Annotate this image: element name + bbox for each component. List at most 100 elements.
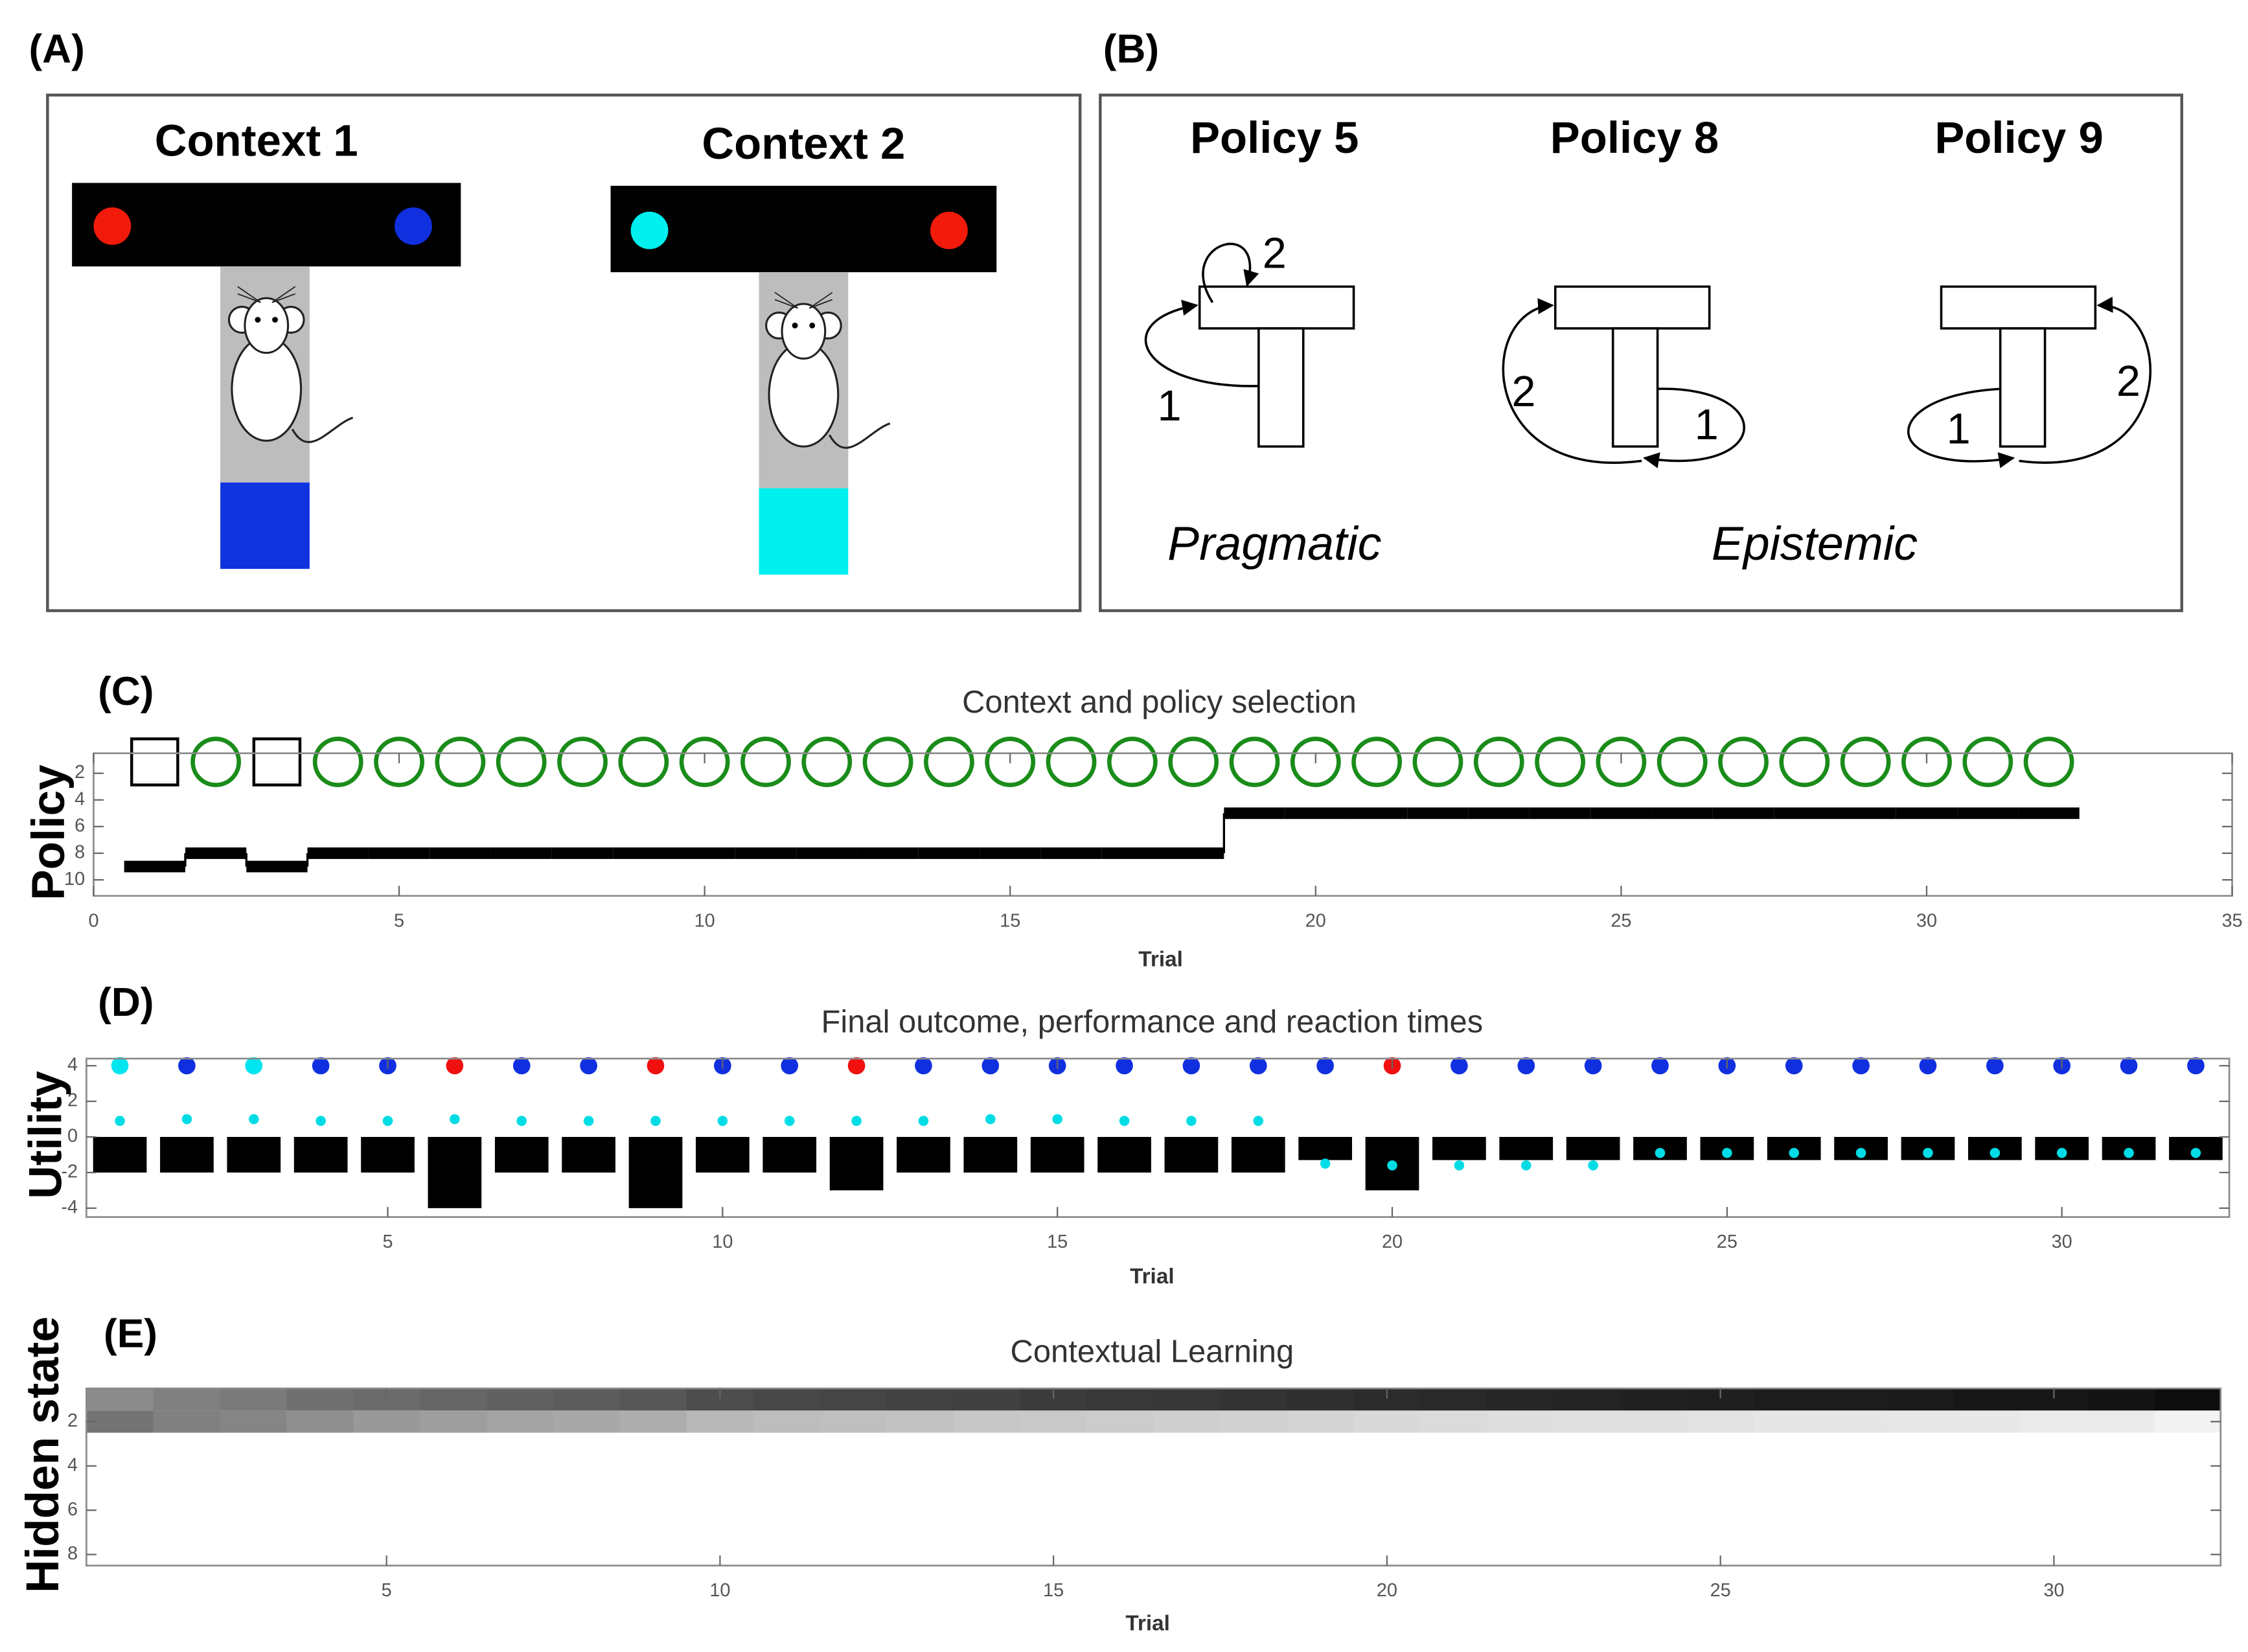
performance-dot <box>1253 1116 1264 1126</box>
context-marker <box>130 737 179 786</box>
transition-arrow <box>1202 242 1259 303</box>
transition-arrow <box>1643 387 1745 468</box>
t-maze <box>1554 285 1711 330</box>
policy-bar <box>1407 807 1469 820</box>
outcome-dot <box>1584 1057 1602 1075</box>
context-marker <box>924 737 974 787</box>
heat-cell <box>1020 1410 1088 1433</box>
transition-arrow <box>1502 298 1642 464</box>
panel-label: (D) <box>98 980 154 1025</box>
y-axis-label: Hidden state <box>17 1316 69 1593</box>
outcome-dot <box>1919 1057 1937 1075</box>
heat-cell <box>619 1388 688 1411</box>
heat-cell <box>2087 1410 2155 1433</box>
heat-cell <box>86 1410 154 1433</box>
policy-bar <box>918 847 980 859</box>
context-marker <box>1290 737 1341 787</box>
outcome-dot <box>111 1057 129 1075</box>
outcome-dot <box>1986 1057 2004 1075</box>
heat-cell <box>1953 1410 2022 1433</box>
context-marker <box>435 737 486 787</box>
y-tick-label: 0 <box>67 1126 78 1147</box>
policy-bar <box>1712 807 1774 820</box>
performance-dot <box>1655 1147 1666 1158</box>
step-label: 1 <box>1157 382 1181 430</box>
utility-bar <box>1097 1136 1151 1173</box>
heat-cell <box>1153 1388 1221 1411</box>
heat-cell <box>1220 1410 1288 1433</box>
performance-dot <box>315 1116 326 1126</box>
mouse-eye <box>255 317 261 323</box>
performance-dot <box>2124 1147 2134 1158</box>
heat-cell <box>1153 1410 1221 1433</box>
heat-cell <box>1287 1388 1355 1411</box>
heat-cell <box>1887 1410 1955 1433</box>
utility-bar <box>897 1136 950 1173</box>
y-tick-label: 4 <box>67 1055 78 1075</box>
y-tick-label: -4 <box>61 1197 78 1217</box>
utility-bar <box>829 1136 884 1191</box>
mouse-whisker <box>271 286 296 303</box>
heat-cell <box>953 1388 1021 1411</box>
context-marker <box>190 737 242 787</box>
context-marker <box>252 737 302 786</box>
y-tick-label: 4 <box>75 788 85 809</box>
performance-dot <box>717 1116 728 1126</box>
performance-dot <box>1588 1160 1598 1171</box>
step-label: 2 <box>2116 358 2140 406</box>
policy-bar <box>368 847 430 859</box>
context-marker <box>374 737 424 787</box>
heat-cell <box>420 1388 488 1411</box>
context-marker <box>985 737 1036 787</box>
outcome-dot <box>580 1057 597 1075</box>
heat-cell <box>1086 1388 1154 1411</box>
step-label: 1 <box>1947 406 1971 453</box>
heat-cell <box>1820 1410 1888 1433</box>
policy-bar <box>1774 807 1835 820</box>
plot-area <box>93 753 2232 896</box>
performance-dot <box>2190 1147 2201 1158</box>
mouse-whisker <box>237 293 261 303</box>
context-marker <box>1473 737 1524 787</box>
context-marker <box>2023 737 2074 787</box>
policy-bar <box>1224 807 1285 820</box>
heat-cell <box>1953 1388 2022 1411</box>
context-marker <box>1412 737 1463 787</box>
step-label: 2 <box>1511 368 1535 416</box>
utility-bar <box>93 1136 147 1173</box>
context-marker <box>1229 737 1280 787</box>
outcome-dot <box>1651 1057 1669 1075</box>
x-tick-label: 25 <box>1710 1580 1731 1601</box>
outcome-dot <box>512 1057 531 1075</box>
t-maze <box>1611 327 1659 448</box>
outcome-dot <box>1116 1057 1133 1075</box>
context-marker <box>862 737 913 787</box>
context-marker <box>618 737 669 787</box>
policy-bar <box>246 860 308 873</box>
policy-bar <box>551 847 614 859</box>
heat-cell <box>2087 1388 2155 1411</box>
x-axis-label: Trial <box>1138 948 1183 972</box>
x-tick-label: 10 <box>694 910 715 931</box>
step-label: 2 <box>1263 229 1287 277</box>
context-marker <box>557 737 608 787</box>
policy-bar <box>735 847 797 859</box>
performance-dot <box>1454 1160 1465 1171</box>
mouse-head <box>781 303 827 360</box>
context-marker <box>312 737 363 787</box>
y-tick-label: 2 <box>75 762 85 783</box>
heat-cell <box>487 1388 555 1411</box>
performance-dot <box>851 1116 862 1126</box>
policy-bar <box>613 847 674 859</box>
panel-frame <box>46 93 1082 612</box>
plot-marks <box>93 1136 2223 1208</box>
outcome-dot <box>981 1057 1000 1075</box>
policy-bar <box>1835 807 1896 820</box>
policy-bar <box>857 847 919 859</box>
utility-bar <box>160 1136 214 1173</box>
chart-title: Context and policy selection <box>962 685 1357 720</box>
outcome-dot <box>312 1057 330 1075</box>
heat-cell <box>1687 1410 1755 1433</box>
policy-kind: Pragmatic <box>1167 517 1381 570</box>
